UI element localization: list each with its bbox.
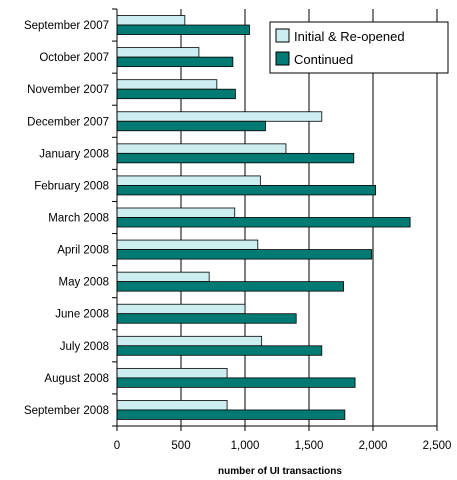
bar-continued xyxy=(116,185,376,196)
category-label: November 2007 xyxy=(27,84,109,96)
legend: Initial & Re-opened Continued xyxy=(269,21,449,74)
bar-initial xyxy=(116,303,246,315)
legend-label-initial: Initial & Re-opened xyxy=(294,29,405,44)
bar-continued xyxy=(116,120,266,132)
x-tick-label: 2,500 xyxy=(423,440,452,452)
category-labels: September 2007 October 2007 November 2007 D… xyxy=(24,20,109,417)
bar-continued xyxy=(116,281,344,292)
category-label: June 2008 xyxy=(55,309,109,321)
bar-initial xyxy=(116,175,261,186)
bar-continued xyxy=(116,217,411,228)
category-label: March 2008 xyxy=(48,213,109,225)
bar-continued xyxy=(116,377,356,388)
x-tick-label: 500 xyxy=(171,440,190,452)
legend-label-continued: Continued xyxy=(294,52,353,67)
bar-initial xyxy=(116,207,236,218)
bar-continued xyxy=(116,345,323,356)
category-label: September 2008 xyxy=(24,405,109,417)
category-label: December 2007 xyxy=(27,116,109,128)
bars xyxy=(116,15,411,420)
x-tick-label: 0 xyxy=(114,440,120,452)
bar-initial xyxy=(116,335,263,347)
bar-initial xyxy=(116,367,228,379)
category-label: February 2008 xyxy=(34,180,109,192)
category-label: May 2008 xyxy=(58,277,109,289)
bar-initial xyxy=(116,15,186,26)
axes xyxy=(112,8,438,431)
bar-initial xyxy=(116,400,228,411)
x-tick-label: 1,000 xyxy=(231,440,260,452)
bar-continued xyxy=(116,152,355,164)
bar-initial xyxy=(116,239,259,250)
category-label: April 2008 xyxy=(57,245,109,257)
bar-continued xyxy=(116,56,234,68)
legend-swatch-continued xyxy=(275,51,290,66)
x-axis-title: number of UI transactions xyxy=(218,466,342,477)
category-label: October 2007 xyxy=(39,52,109,64)
bar-continued xyxy=(116,313,297,324)
category-label: September 2007 xyxy=(24,20,109,32)
bar-continued xyxy=(116,24,250,35)
legend-box xyxy=(269,21,449,74)
bar-initial xyxy=(116,111,323,122)
bar-continued xyxy=(116,88,236,100)
bar-initial xyxy=(116,47,200,58)
bar-initial xyxy=(116,79,218,90)
legend-swatch-initial xyxy=(275,28,290,43)
category-label: August 2008 xyxy=(44,373,109,385)
x-tick-label: 1,500 xyxy=(295,440,324,452)
category-label: January 2008 xyxy=(39,148,109,160)
category-label: July 2008 xyxy=(60,341,109,353)
x-tick-label: 2,000 xyxy=(359,440,388,452)
bar-continued xyxy=(116,409,346,420)
bar-continued xyxy=(116,249,373,260)
bar-initial xyxy=(116,143,287,154)
bar-initial xyxy=(116,271,210,283)
x-tick-labels: 0 500 1,000 1,500 2,000 2,500 xyxy=(114,440,452,452)
